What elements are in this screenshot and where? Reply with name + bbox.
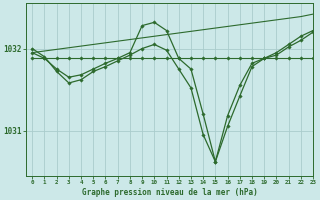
- X-axis label: Graphe pression niveau de la mer (hPa): Graphe pression niveau de la mer (hPa): [82, 188, 258, 197]
